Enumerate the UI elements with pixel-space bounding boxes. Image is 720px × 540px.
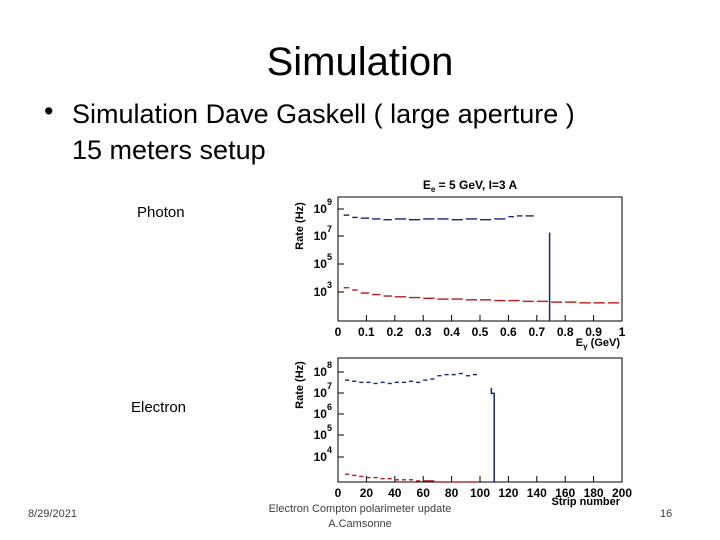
bullet-text: Simulation Dave Gaskell ( large aperture… — [72, 96, 672, 168]
photon-series — [343, 214, 619, 321]
x-tick-label: 100 — [470, 486, 490, 500]
x-tick-label: 0.8 — [557, 325, 574, 339]
x-tick-label: 0.2 — [386, 325, 403, 339]
x-tick-label: 0 — [335, 325, 342, 339]
x-tick-label: 0.9 — [585, 325, 602, 339]
photon-x-ticks: 0 0.1 0.2 0.3 0.4 0.5 0.6 0.7 0.8 0.9 1 — [335, 315, 626, 339]
x-tick-label: 140 — [527, 486, 547, 500]
electron-plot-frame — [337, 357, 623, 483]
x-tick-label: 0.5 — [472, 325, 489, 339]
plot-title: Ee = 5 GeV, I=3 A — [423, 178, 518, 194]
y-tick-label: 105 — [314, 423, 332, 442]
y-tick-label: 107 — [314, 381, 332, 400]
electron-ylabel: Rate (Hz) — [294, 361, 306, 409]
y-tick-label: 109 — [314, 197, 332, 216]
slide-title: Simulation — [266, 40, 454, 84]
x-tick-label: 80 — [445, 486, 459, 500]
footer-line-2: A.Camsonne — [328, 518, 392, 530]
x-tick-label: 60 — [417, 486, 431, 500]
footer-center: Electron Compton polarimeter update A.Ca… — [260, 502, 460, 532]
photon-xlabel: Eγ (GeV) — [576, 337, 621, 351]
bullet-line-2: 15 meters setup — [72, 135, 266, 165]
y-tick-label: 103 — [314, 280, 332, 299]
bullet-line-1: Simulation Dave Gaskell ( large aperture… — [72, 99, 575, 129]
y-tick-label: 105 — [314, 252, 332, 271]
page-number: 16 — [660, 508, 673, 520]
y-tick-label: 106 — [314, 402, 332, 421]
x-tick-label: 0.6 — [500, 325, 517, 339]
x-tick-label: 160 — [555, 486, 575, 500]
y-tick-label: 108 — [314, 360, 332, 379]
electron-y-ticks: 108 107 106 105 104 — [314, 360, 344, 464]
photon-y-ticks: 109 107 105 103 — [314, 197, 344, 299]
x-tick-label: 1 — [619, 325, 626, 339]
y-tick-label: 104 — [314, 445, 332, 464]
bullet-marker: • — [44, 96, 54, 126]
photon-ylabel: Rate (Hz) — [294, 202, 306, 250]
x-tick-label: 180 — [584, 486, 604, 500]
series-line — [490, 387, 495, 482]
electron-label: Electron — [131, 399, 187, 416]
x-tick-label: 40 — [388, 486, 402, 500]
x-tick-label: 0 — [335, 486, 342, 500]
footer-date: 8/29/2021 — [28, 508, 77, 520]
x-tick-label: 0.7 — [528, 325, 545, 339]
x-tick-label: 0.1 — [358, 325, 375, 339]
x-tick-label: 20 — [360, 486, 374, 500]
footer-line-1: Electron Compton polarimeter update — [268, 503, 452, 515]
x-tick-label: 200 — [612, 486, 632, 500]
electron-x-ticks: 0 20 40 60 80 100 120 140 160 180 200 — [335, 476, 632, 500]
electron-xlabel: Strip number — [552, 496, 621, 508]
x-tick-label: 0.3 — [415, 325, 432, 339]
x-tick-label: 0.4 — [443, 325, 460, 339]
electron-series — [345, 372, 495, 483]
x-tick-label: 120 — [498, 486, 518, 500]
y-tick-label: 107 — [314, 224, 332, 243]
photon-label: Photon — [137, 204, 185, 221]
